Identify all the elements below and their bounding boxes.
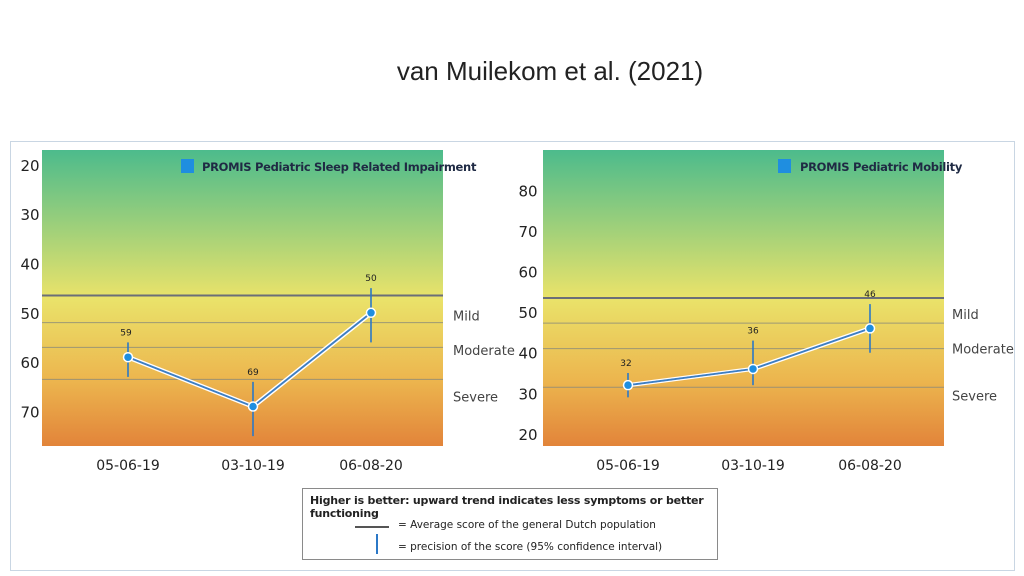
chart-panel: Mild Moderate Severe 20 30 40 50 60 70 05-06-19 03… — [10, 141, 1015, 571]
chart2-point-label-1: 36 — [747, 327, 759, 337]
slide-title: van Muilekom et al. (2021) — [396, 56, 704, 86]
legend-box: Higher is better: upward trend indicates… — [302, 488, 718, 560]
chart2-severity-label-severe: Severe — [952, 389, 997, 404]
chart2-ytick-80: 80 — [518, 183, 537, 201]
chart2-ytick-20: 20 — [518, 426, 537, 444]
legend-precision-text: = precision of the score (95% confidence… — [398, 541, 663, 553]
chart2-point-1 — [747, 363, 759, 375]
chart1-title: PROMIS Pediatric Sleep Related Impairmen… — [202, 160, 477, 174]
chart1-ytick-40: 40 — [20, 255, 39, 273]
chart1-severity-label-mild: Mild — [453, 309, 480, 324]
chart2-xtick-0: 05-06-19 — [596, 458, 660, 474]
chart2-xtick-2: 06-08-20 — [838, 458, 902, 474]
chart2-xtick-1: 03-10-19 — [721, 458, 785, 474]
legend-average-line-swatch — [355, 526, 389, 528]
chart2-point-label-0: 32 — [620, 359, 631, 369]
chart1-xtick-0: 05-06-19 — [96, 458, 160, 474]
chart2-title: PROMIS Pediatric Mobility — [800, 160, 963, 174]
chart2-severity-label-moderate: Moderate — [952, 343, 1014, 358]
chart2-ytick-60: 60 — [518, 264, 537, 282]
chart2-title-swatch — [778, 159, 791, 173]
chart1-point-label-1: 69 — [247, 368, 259, 378]
chart2-point-2 — [864, 323, 876, 334]
chart1-point-label-2: 50 — [365, 274, 377, 284]
chart1-point-2 — [365, 307, 377, 319]
charts-svg: Mild Moderate Severe 20 30 40 50 60 70 05-06-19 03… — [20, 150, 1014, 474]
legend-ci-swatch — [376, 534, 378, 554]
chart1-point-0 — [122, 351, 134, 363]
chart1-ytick-20: 20 — [20, 157, 39, 175]
chart1-point-1 — [247, 401, 259, 412]
chart1-ytick-30: 30 — [20, 206, 39, 224]
chart2-severity-label-mild: Mild — [952, 308, 979, 323]
chart1-ytick-50: 50 — [20, 305, 39, 323]
chart1-title-swatch — [181, 159, 194, 173]
chart2-ytick-30: 30 — [518, 385, 537, 403]
chart2-ytick-50: 50 — [518, 304, 537, 322]
chart2-ytick-40: 40 — [518, 345, 537, 363]
legend-heading: Higher is better: upward trend indicates… — [310, 494, 704, 520]
chart1-ytick-60: 60 — [20, 354, 39, 372]
chart2-ytick-70: 70 — [518, 223, 537, 241]
chart1-ytick-70: 70 — [20, 403, 39, 421]
legend-average-text: = Average score of the general Dutch pop… — [398, 519, 656, 531]
chart1-plot-area — [42, 150, 443, 446]
chart1-point-label-0: 59 — [120, 328, 132, 338]
chart2-point-label-2: 46 — [864, 290, 876, 300]
chart1-severity-label-moderate: Moderate — [453, 344, 515, 359]
chart1-xtick-2: 06-08-20 — [339, 458, 403, 474]
chart1-xtick-1: 03-10-19 — [221, 458, 285, 474]
chart2-point-0 — [622, 379, 634, 391]
chart1-severity-label-severe: Severe — [453, 391, 498, 406]
